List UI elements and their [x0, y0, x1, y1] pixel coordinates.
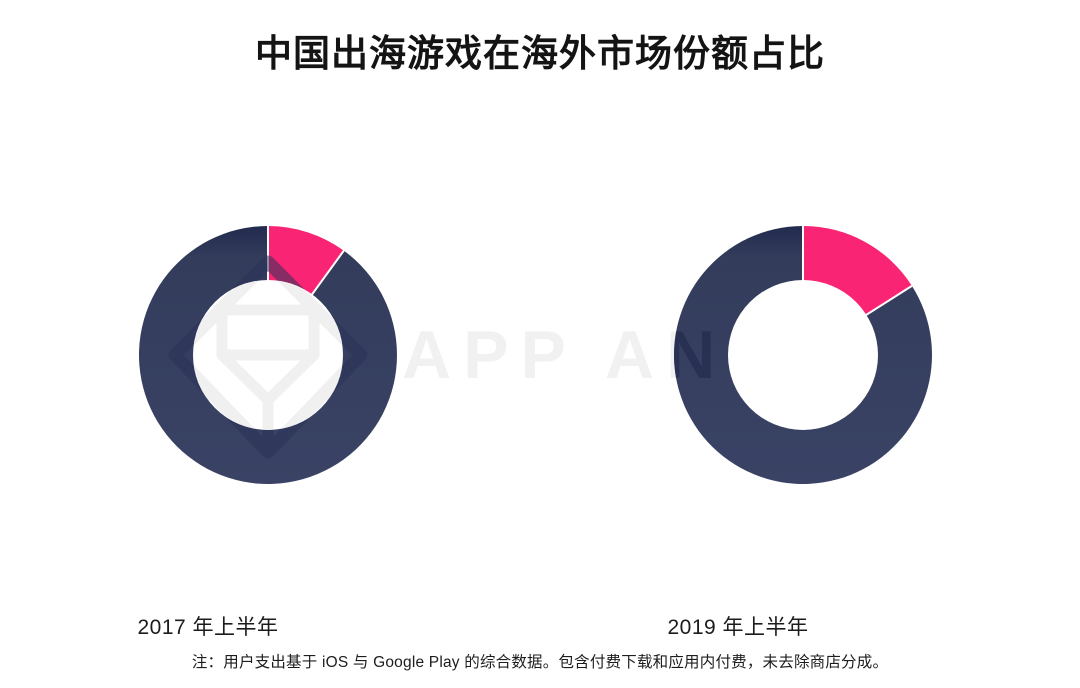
- donut-chart-2017: [138, 226, 397, 484]
- donut-label-minor-2017: 10%: [274, 183, 348, 224]
- donut-chart-2019: [674, 226, 933, 484]
- donut-svg-2019: [674, 226, 933, 484]
- chart-panel-2019: APP ANNIE APP ANNIE 16% 84% 2019 年上半年: [540, 0, 1080, 688]
- donut-label-major-2017: 90%: [166, 471, 240, 512]
- donut-hole-2017: [193, 280, 343, 430]
- chart-period-label-2017: 2017 年上半年: [137, 616, 279, 639]
- page-title: 中国出海游戏在海外市场份额占比: [255, 33, 825, 74]
- donut-hole-2019: [728, 280, 878, 430]
- chart-panel-2017: 10% 90% 2017 年上半年: [137, 183, 397, 639]
- donut-svg-2017: [138, 226, 397, 484]
- footnote: 注：用户支出基于 iOS 与 Google Play 的综合数据。包含付费下载和…: [191, 654, 889, 671]
- chart-period-label-2019: 2019 年上半年: [667, 616, 809, 639]
